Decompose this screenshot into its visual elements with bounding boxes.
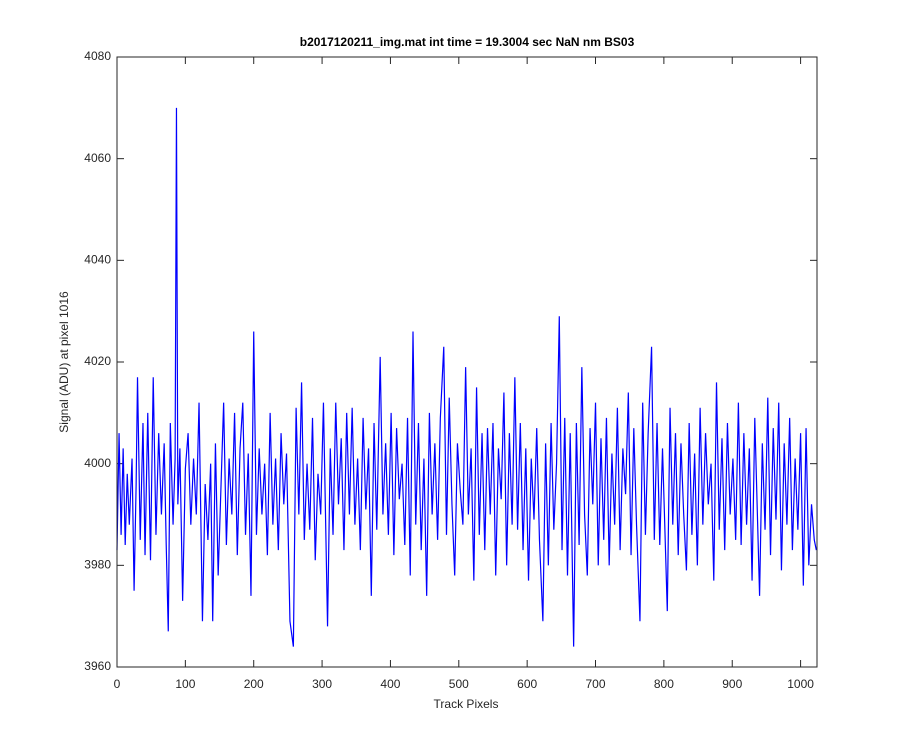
x-tick-label: 700 bbox=[586, 677, 606, 691]
x-tick-label: 500 bbox=[449, 677, 469, 691]
x-tick-label: 600 bbox=[517, 677, 537, 691]
x-tick-label: 300 bbox=[312, 677, 332, 691]
x-tick-label: 200 bbox=[244, 677, 264, 691]
chart-title: b2017120211_img.mat int time = 19.3004 s… bbox=[300, 35, 635, 49]
x-axis-label: Track Pixels bbox=[434, 697, 499, 711]
y-tick-label: 4040 bbox=[84, 253, 111, 267]
data-line bbox=[116, 107, 817, 647]
y-tick-label: 4020 bbox=[84, 354, 111, 368]
y-axis-label: Signal (ADU) at pixel 1016 bbox=[57, 291, 71, 433]
y-tick-label: 4000 bbox=[84, 456, 111, 470]
axes-box bbox=[116, 56, 818, 668]
x-tick-label: 1000 bbox=[787, 677, 814, 691]
x-tick-label: 100 bbox=[175, 677, 195, 691]
y-tick-label: 3960 bbox=[84, 659, 111, 673]
x-tick-label: 900 bbox=[722, 677, 742, 691]
y-tick-label: 3980 bbox=[84, 558, 111, 572]
x-tick-label: 0 bbox=[114, 677, 121, 691]
x-tick-label: 800 bbox=[654, 677, 674, 691]
x-tick-label: 400 bbox=[380, 677, 400, 691]
y-tick-label: 4060 bbox=[84, 151, 111, 165]
y-tick-label: 4080 bbox=[84, 49, 111, 63]
